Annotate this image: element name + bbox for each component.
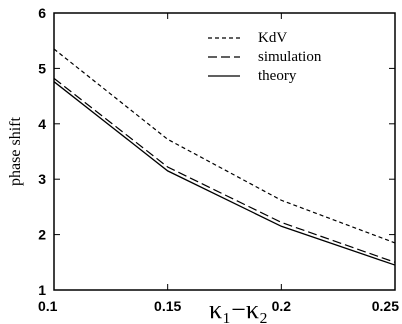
series-line-theory [53,81,396,266]
y-tick-label: 1 [38,282,46,298]
legend-label-kdv: KdV [258,30,287,46]
series-line-simulation [53,77,396,263]
x-tick-label: 0.2 [272,298,292,314]
legend-label-theory: theory [258,68,297,84]
x-axis-label: κ₁−κ₂ [209,295,268,324]
x-tick-label: 0.25 [372,298,399,314]
y-axis-label: phase shift [7,117,24,186]
y-tick-label: 6 [38,5,46,21]
axis-ticks: 0.1 0.15 0.2 0.25 1 2 3 4 5 6 [38,5,399,314]
y-tick-label: 5 [38,60,46,76]
y-tick-label: 4 [38,116,46,132]
series-line-kdv [53,48,396,244]
x-tick-label: 0.15 [154,298,181,314]
plot-frame [53,12,396,291]
legend-label-simulation: simulation [258,49,322,65]
y-tick-label: 3 [38,171,46,187]
plot-lines [53,48,396,266]
x-tick-label: 0.1 [38,298,58,314]
y-tick-label: 2 [38,227,46,243]
legend: KdV simulation theory [208,30,322,84]
